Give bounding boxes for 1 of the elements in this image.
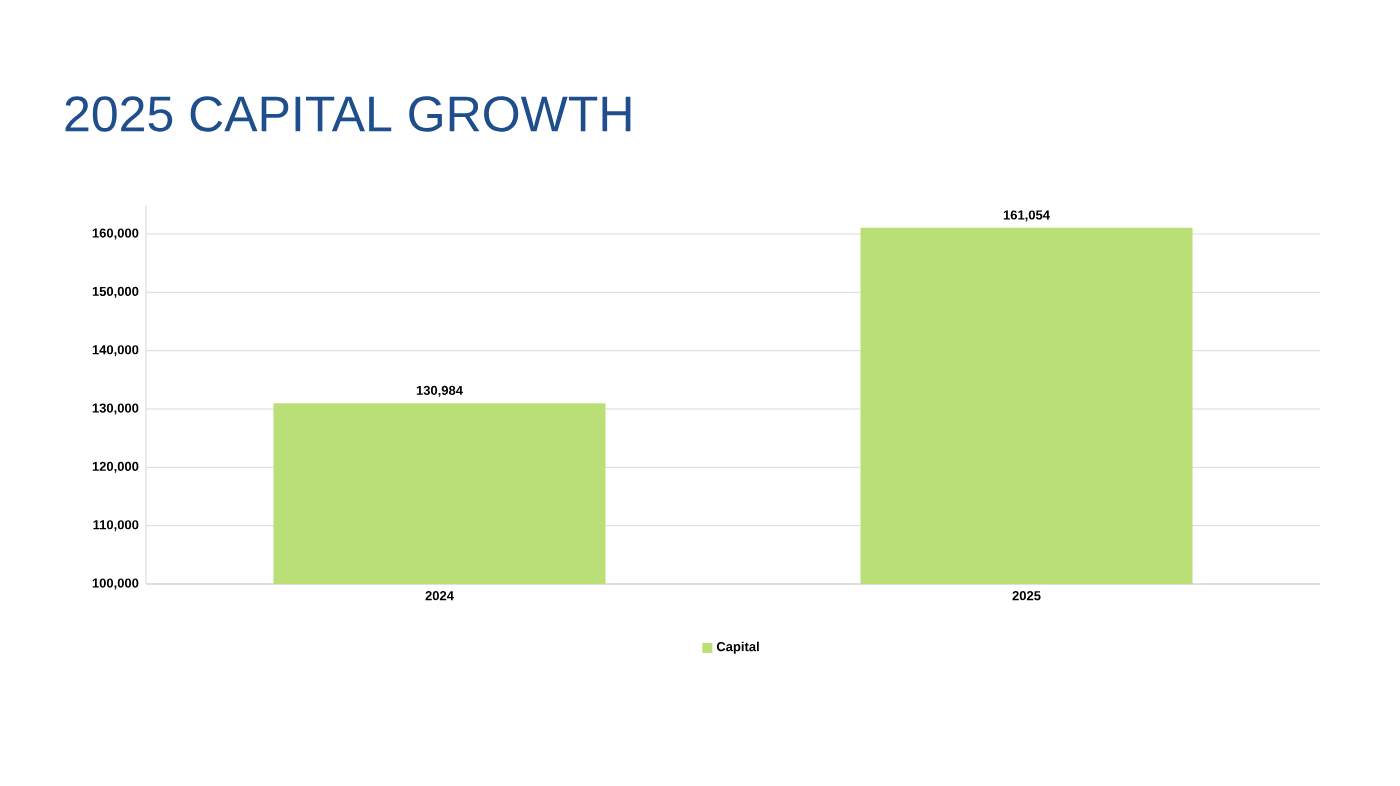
chart-title: 2025 CAPITAL GROWTH xyxy=(65,96,631,132)
